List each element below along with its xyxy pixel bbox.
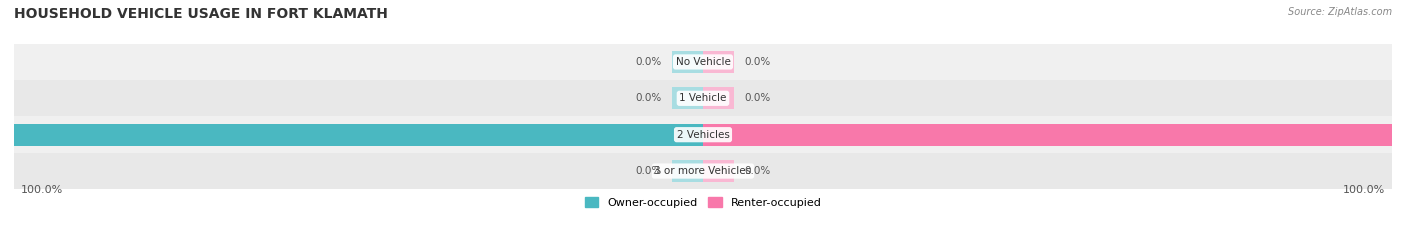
Bar [672,160,703,182]
Bar [672,87,703,109]
Bar [14,153,1392,189]
Text: Source: ZipAtlas.com: Source: ZipAtlas.com [1288,7,1392,17]
Text: 100.0%: 100.0% [1343,185,1385,195]
Text: 0.0%: 0.0% [636,93,662,103]
Text: 100.0%: 100.0% [21,185,63,195]
Text: 0.0%: 0.0% [636,57,662,67]
Text: 100.0%: 100.0% [1402,130,1406,140]
Bar [14,116,1392,153]
Legend: Owner-occupied, Renter-occupied: Owner-occupied, Renter-occupied [581,193,825,212]
Text: HOUSEHOLD VEHICLE USAGE IN FORT KLAMATH: HOUSEHOLD VEHICLE USAGE IN FORT KLAMATH [14,7,388,21]
Bar [703,87,734,109]
Text: 1 Vehicle: 1 Vehicle [679,93,727,103]
Text: 0.0%: 0.0% [636,166,662,176]
Bar [703,160,734,182]
Text: No Vehicle: No Vehicle [675,57,731,67]
Text: 100.0%: 100.0% [0,130,4,140]
Text: 0.0%: 0.0% [744,57,770,67]
Bar [14,80,1392,116]
Text: 0.0%: 0.0% [744,93,770,103]
Bar [703,51,734,73]
Text: 2 Vehicles: 2 Vehicles [676,130,730,140]
Bar [703,124,1392,146]
Bar [14,124,703,146]
Text: 0.0%: 0.0% [744,166,770,176]
Bar [14,44,1392,80]
Bar [672,51,703,73]
Text: 3 or more Vehicles: 3 or more Vehicles [654,166,752,176]
